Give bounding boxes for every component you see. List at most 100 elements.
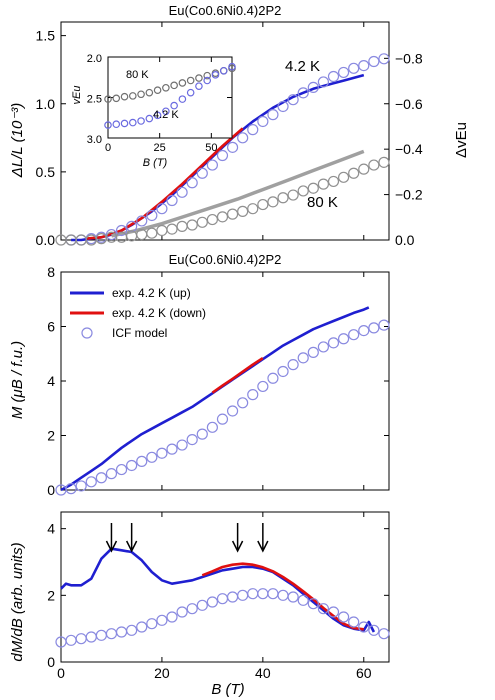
p3-series2-point xyxy=(95,629,107,641)
p3-series2-point xyxy=(176,606,188,618)
inset-series1-point xyxy=(145,114,154,123)
p1-ytick-label: 0.0 xyxy=(36,232,56,248)
inset-ytick-label: 2.0 xyxy=(87,53,102,65)
p1-series3-point xyxy=(257,115,269,128)
p2-series2-point xyxy=(75,480,87,492)
p2-series2-point xyxy=(287,359,299,371)
p3-series0-line xyxy=(60,547,376,633)
p1-series4-point xyxy=(297,185,309,197)
p1-series3-point xyxy=(226,141,239,153)
p2-ytick-label: 2 xyxy=(47,428,55,444)
p1-series4-point xyxy=(247,203,259,215)
p1-series4-point xyxy=(337,171,350,183)
p2-series2-point xyxy=(226,405,239,417)
p1-series4-point xyxy=(237,205,249,217)
p2-ytick-label: 0 xyxy=(47,482,55,498)
p2-series2-point xyxy=(65,483,77,495)
p1-series3-point xyxy=(136,215,148,227)
p1-series4-point xyxy=(368,159,380,171)
p3-series2-point xyxy=(65,634,77,646)
p1-series4-point xyxy=(136,228,148,241)
panel3-plot: 0 20 40 60 0 2 4 xyxy=(47,511,390,681)
p2-series2-point xyxy=(358,324,370,337)
panel2-plot: 0 2 4 6 8 xyxy=(47,264,390,498)
p1-series4-point xyxy=(378,156,390,168)
p3-series2-point xyxy=(126,624,138,636)
feature-arrow-head xyxy=(231,540,244,553)
p2-ytick-label: 8 xyxy=(47,264,55,280)
p2-series2-point xyxy=(186,433,198,446)
p3-series2-point xyxy=(85,631,97,643)
p2-series2-point xyxy=(317,341,329,353)
p2-series2-point xyxy=(105,468,118,480)
p1-series4-point xyxy=(226,208,239,220)
p1-series4-point xyxy=(287,189,299,201)
panel2-title: Eu(Co0.6Ni0.4)2P2 xyxy=(169,252,282,267)
p1-series1-line xyxy=(86,127,244,240)
p3-xtick-label: 40 xyxy=(255,665,271,681)
p3-series2-point xyxy=(368,624,380,636)
p2-series2-point xyxy=(136,455,148,467)
p3-series2-point xyxy=(358,621,370,633)
legend-label-icf: ICF model xyxy=(112,326,167,340)
p3-series2-point xyxy=(196,599,208,611)
inset-xtick-label: 25 xyxy=(154,142,166,154)
p3-series2-point xyxy=(267,588,279,600)
p1-series3-point xyxy=(348,62,360,74)
p2-series2-point xyxy=(247,389,259,401)
p3-series2-point xyxy=(348,616,360,628)
p3-series2-point xyxy=(277,589,289,601)
p3-ytick-label: 0 xyxy=(47,654,55,670)
inset-series0-point xyxy=(120,92,129,101)
p3-xtick-label: 0 xyxy=(57,665,65,681)
inset-ylabel: vEu xyxy=(71,86,83,105)
p2-series2-point xyxy=(206,421,218,433)
inset-series1-point xyxy=(178,95,187,103)
p1-y2tick-label: −0.8 xyxy=(395,50,423,66)
inset-series0-point xyxy=(112,94,121,103)
inset-series1-point xyxy=(153,111,162,120)
p1-series4-point xyxy=(327,175,340,188)
p3-series2-point xyxy=(226,591,239,603)
p1-series3-point xyxy=(358,59,370,72)
p2-series2-point xyxy=(176,439,188,451)
p3-series2-point xyxy=(317,603,329,615)
inset-series1-point xyxy=(228,62,236,71)
p1-ytick-label: 1.5 xyxy=(36,28,56,44)
p2-series2-point xyxy=(337,333,350,345)
p1-series3-point xyxy=(297,87,309,99)
p3-series2-point xyxy=(75,633,87,645)
feature-arrow-head xyxy=(125,540,138,553)
inset-series1-point xyxy=(186,88,195,97)
p1-series3-point xyxy=(105,228,118,241)
p3-series2-point xyxy=(216,593,229,605)
inset-series0-point xyxy=(129,92,137,100)
p3-series2-point xyxy=(186,603,198,615)
legend-label-down: exp. 4.2 K (down) xyxy=(112,306,206,320)
p1-frame xyxy=(60,21,390,241)
inset-series1-point xyxy=(120,119,129,128)
inset-xtick-label: 0 xyxy=(105,142,111,154)
p1-series3-point xyxy=(317,76,329,88)
p1-series4-point xyxy=(216,211,229,223)
p2-series2-point xyxy=(115,463,128,476)
p2-series2-point xyxy=(368,322,380,334)
p3-series2-point xyxy=(206,596,218,608)
p3-series2-point xyxy=(156,614,168,626)
inset-series1-point xyxy=(219,66,228,75)
p1-series4-point xyxy=(166,223,178,235)
p3-xtick-label: 60 xyxy=(356,665,372,681)
p3-series2-point xyxy=(337,611,350,623)
inset-series0-point xyxy=(178,79,187,87)
p1-series3-point xyxy=(216,149,229,162)
p2-series0-line xyxy=(60,306,370,492)
inset-series1-point xyxy=(170,101,178,110)
inset-series0-point xyxy=(137,90,145,99)
feature-arrow-head xyxy=(257,540,269,553)
inset-series0-point xyxy=(195,74,203,82)
p2-ytick-label: 6 xyxy=(47,319,55,335)
inset-series1-point xyxy=(129,118,137,127)
p1-series3-point xyxy=(277,100,289,113)
panel1-y2label: ΔvEu xyxy=(453,122,470,158)
